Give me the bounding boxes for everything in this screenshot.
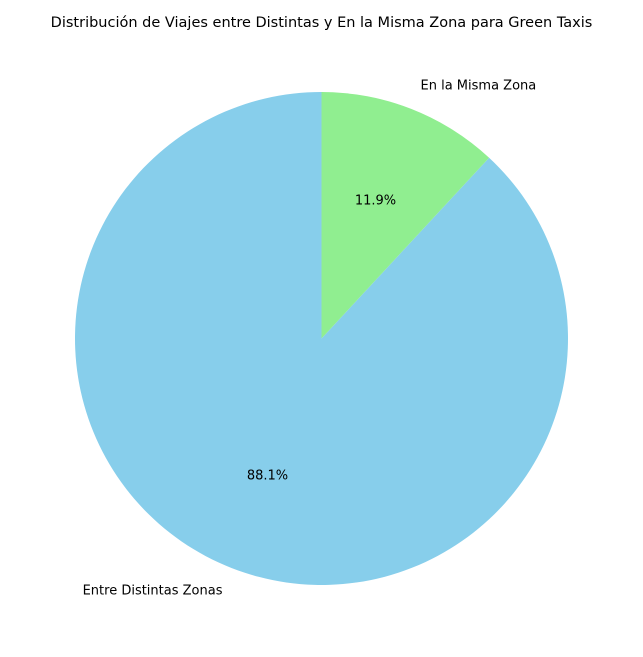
slice-percent-1: 11.9% xyxy=(355,193,396,208)
pie-slices xyxy=(75,92,569,586)
pie-slice-0 xyxy=(75,92,569,586)
pie-labels: Entre Distintas Zonas 88.1% En la Misma Zo… xyxy=(83,79,537,599)
slice-label-0: Entre Distintas Zonas xyxy=(83,583,223,598)
slice-label-1: En la Misma Zona xyxy=(421,79,537,94)
slice-percent-0: 88.1% xyxy=(247,469,288,484)
chart-title: Distribución de Viajes entre Distintas y… xyxy=(51,15,593,31)
pie-slice-1 xyxy=(321,92,490,339)
